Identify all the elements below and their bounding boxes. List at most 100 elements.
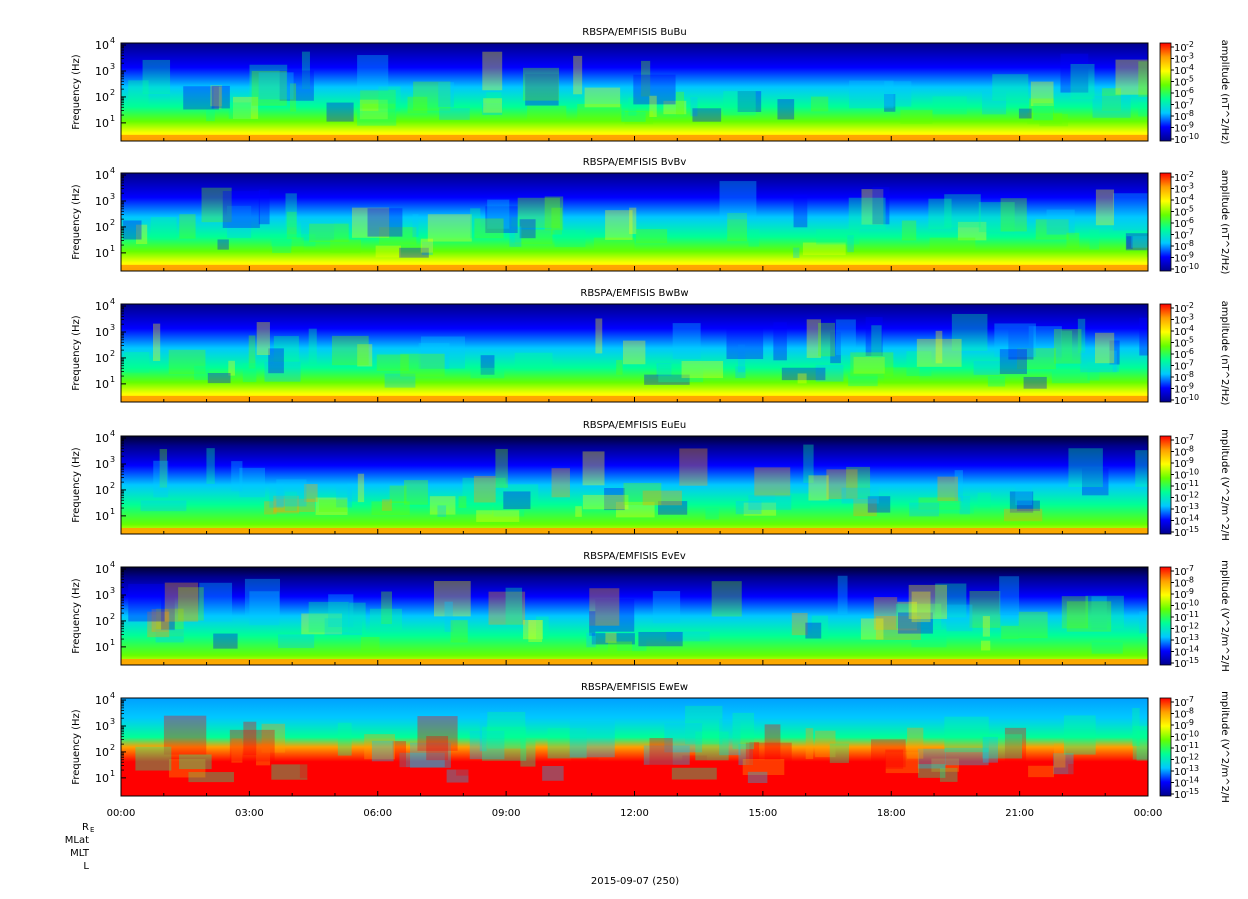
colorbar-tick-exponent: -7 (1186, 695, 1194, 704)
colorbar-tick-exponent: -15 (1186, 525, 1199, 534)
colorbar-tick-label: 10 (1174, 482, 1187, 493)
y-tick-label: 10 (95, 326, 109, 339)
colorbar-tick-exponent: -12 (1186, 622, 1199, 631)
panel-title: RBSPA/EMFISIS BwBw (580, 288, 688, 299)
colorbar-tick-label: 10 (1174, 373, 1187, 384)
y-tick-exponent: 4 (110, 691, 115, 700)
y-tick-exponent: 3 (110, 192, 115, 201)
spectrogram-image (121, 567, 1148, 665)
colorbar-tick-label: 10 (1174, 185, 1187, 196)
ephemeris-label: L (83, 861, 89, 872)
colorbar-tick-label: 10 (1174, 767, 1187, 778)
colorbar-tick-exponent: -9 (1186, 251, 1194, 260)
y-tick-label: 10 (95, 563, 109, 576)
colorbar-tick-exponent: -9 (1186, 587, 1194, 596)
colorbar-tick-label: 10 (1174, 756, 1187, 767)
colorbar-tick-exponent: -4 (1186, 324, 1194, 333)
colorbar-label: mplitude (V^2/m^2/H (1219, 691, 1230, 803)
y-tick-label: 10 (95, 117, 109, 130)
colorbar-tick-label: 10 (1174, 254, 1187, 265)
spectrogram-image (121, 173, 1148, 271)
colorbar-tick-label: 10 (1174, 242, 1187, 253)
colorbar (1159, 303, 1172, 403)
colorbar-tick-label: 10 (1174, 327, 1187, 338)
colorbar-tick-label: 10 (1174, 528, 1187, 539)
colorbar (1159, 566, 1172, 666)
colorbar-tick-exponent: -10 (1186, 262, 1199, 271)
y-tick-exponent: 4 (110, 429, 115, 438)
colorbar-label: amplitude (nT^2/Hz) (1219, 301, 1230, 406)
colorbar-tick-label: 10 (1174, 265, 1187, 276)
colorbar-tick-label: 10 (1174, 101, 1187, 112)
colorbar-tick-label: 10 (1174, 208, 1187, 219)
y-tick-label: 10 (95, 65, 109, 78)
y-tick-exponent: 4 (110, 297, 115, 306)
ephemeris-label: MLT (70, 848, 90, 859)
colorbar-tick-label: 10 (1174, 89, 1187, 100)
y-tick-exponent: 1 (110, 244, 115, 253)
y-tick-label: 10 (95, 510, 109, 523)
time-axis: 00:00 03:00 06:00 09:00 12:00 15:00 18:00 21:00… (107, 808, 1163, 819)
colorbar-tick-exponent: -14 (1186, 645, 1199, 654)
colorbar-tick-label: 10 (1174, 339, 1187, 350)
panel-title: RBSPA/EMFISIS BvBv (583, 157, 687, 168)
colorbar-tick-label: 10 (1174, 779, 1187, 790)
colorbar-tick-label: 10 (1174, 173, 1187, 184)
colorbar-tick-exponent: -11 (1186, 741, 1199, 750)
x-tick-label: 00:00 (1134, 808, 1163, 819)
x-tick-label: 12:00 (620, 808, 649, 819)
colorbar-tick-exponent: -3 (1186, 313, 1194, 322)
colorbar-label: amplitude (nT^2/Hz) (1219, 170, 1230, 275)
y-tick-label: 10 (95, 247, 109, 260)
colorbar-tick-exponent: -7 (1186, 98, 1194, 107)
y-tick-label: 10 (95, 772, 109, 785)
y-tick-label: 10 (95, 746, 109, 759)
colorbar-tick-label: 10 (1174, 304, 1187, 315)
y-tick-exponent: 2 (110, 349, 115, 358)
colorbar-tick-exponent: -7 (1186, 433, 1194, 442)
colorbar-tick-label: 10 (1174, 733, 1187, 744)
colorbar-tick-exponent: -11 (1186, 479, 1199, 488)
y-tick-label: 10 (95, 458, 109, 471)
colorbar-tick-label: 10 (1174, 78, 1187, 89)
colorbar-tick-label: 10 (1174, 459, 1187, 470)
colorbar (1159, 42, 1172, 142)
colorbar-tick-label: 10 (1174, 710, 1187, 721)
colorbar-tick-exponent: -4 (1186, 63, 1194, 72)
colorbar-tick-exponent: -8 (1186, 370, 1194, 379)
colorbar-tick-exponent: -10 (1186, 468, 1199, 477)
colorbar-tick-exponent: -15 (1186, 787, 1199, 796)
y-tick-label: 10 (95, 378, 109, 391)
x-tick-label: 03:00 (235, 808, 264, 819)
y-tick-label: 10 (95, 694, 109, 707)
y-tick-exponent: 1 (110, 507, 115, 516)
y-tick-exponent: 2 (110, 88, 115, 97)
colorbar-tick-label: 10 (1174, 219, 1187, 230)
colorbar-tick-exponent: -10 (1186, 730, 1199, 739)
y-tick-label: 10 (95, 39, 109, 52)
colorbar-tick-exponent: -10 (1186, 599, 1199, 608)
colorbar-tick-label: 10 (1174, 625, 1187, 636)
y-tick-exponent: 3 (110, 717, 115, 726)
panel-title: RBSPA/EMFISIS BuBu (582, 27, 686, 38)
colorbar-tick-exponent: -2 (1186, 170, 1194, 179)
colorbar-label: amplitude (nT^2/Hz) (1219, 40, 1230, 145)
colorbar-tick-label: 10 (1174, 396, 1187, 407)
colorbar-tick-label: 10 (1174, 135, 1187, 146)
colorbar-tick-exponent: -8 (1186, 445, 1194, 454)
colorbar-tick-exponent: -12 (1186, 753, 1199, 762)
x-tick-label: 00:00 (107, 808, 136, 819)
colorbar-tick-exponent: -13 (1186, 764, 1199, 773)
ephemeris-label: MLat (65, 835, 89, 846)
y-tick-label: 10 (95, 589, 109, 602)
colorbar-tick-exponent: -5 (1186, 75, 1194, 84)
y-tick-exponent: 4 (110, 560, 115, 569)
colorbar-tick-exponent: -10 (1186, 393, 1199, 402)
colorbar (1159, 172, 1172, 272)
colorbar-tick-label: 10 (1174, 436, 1187, 447)
colorbar-tick-label: 10 (1174, 124, 1187, 135)
